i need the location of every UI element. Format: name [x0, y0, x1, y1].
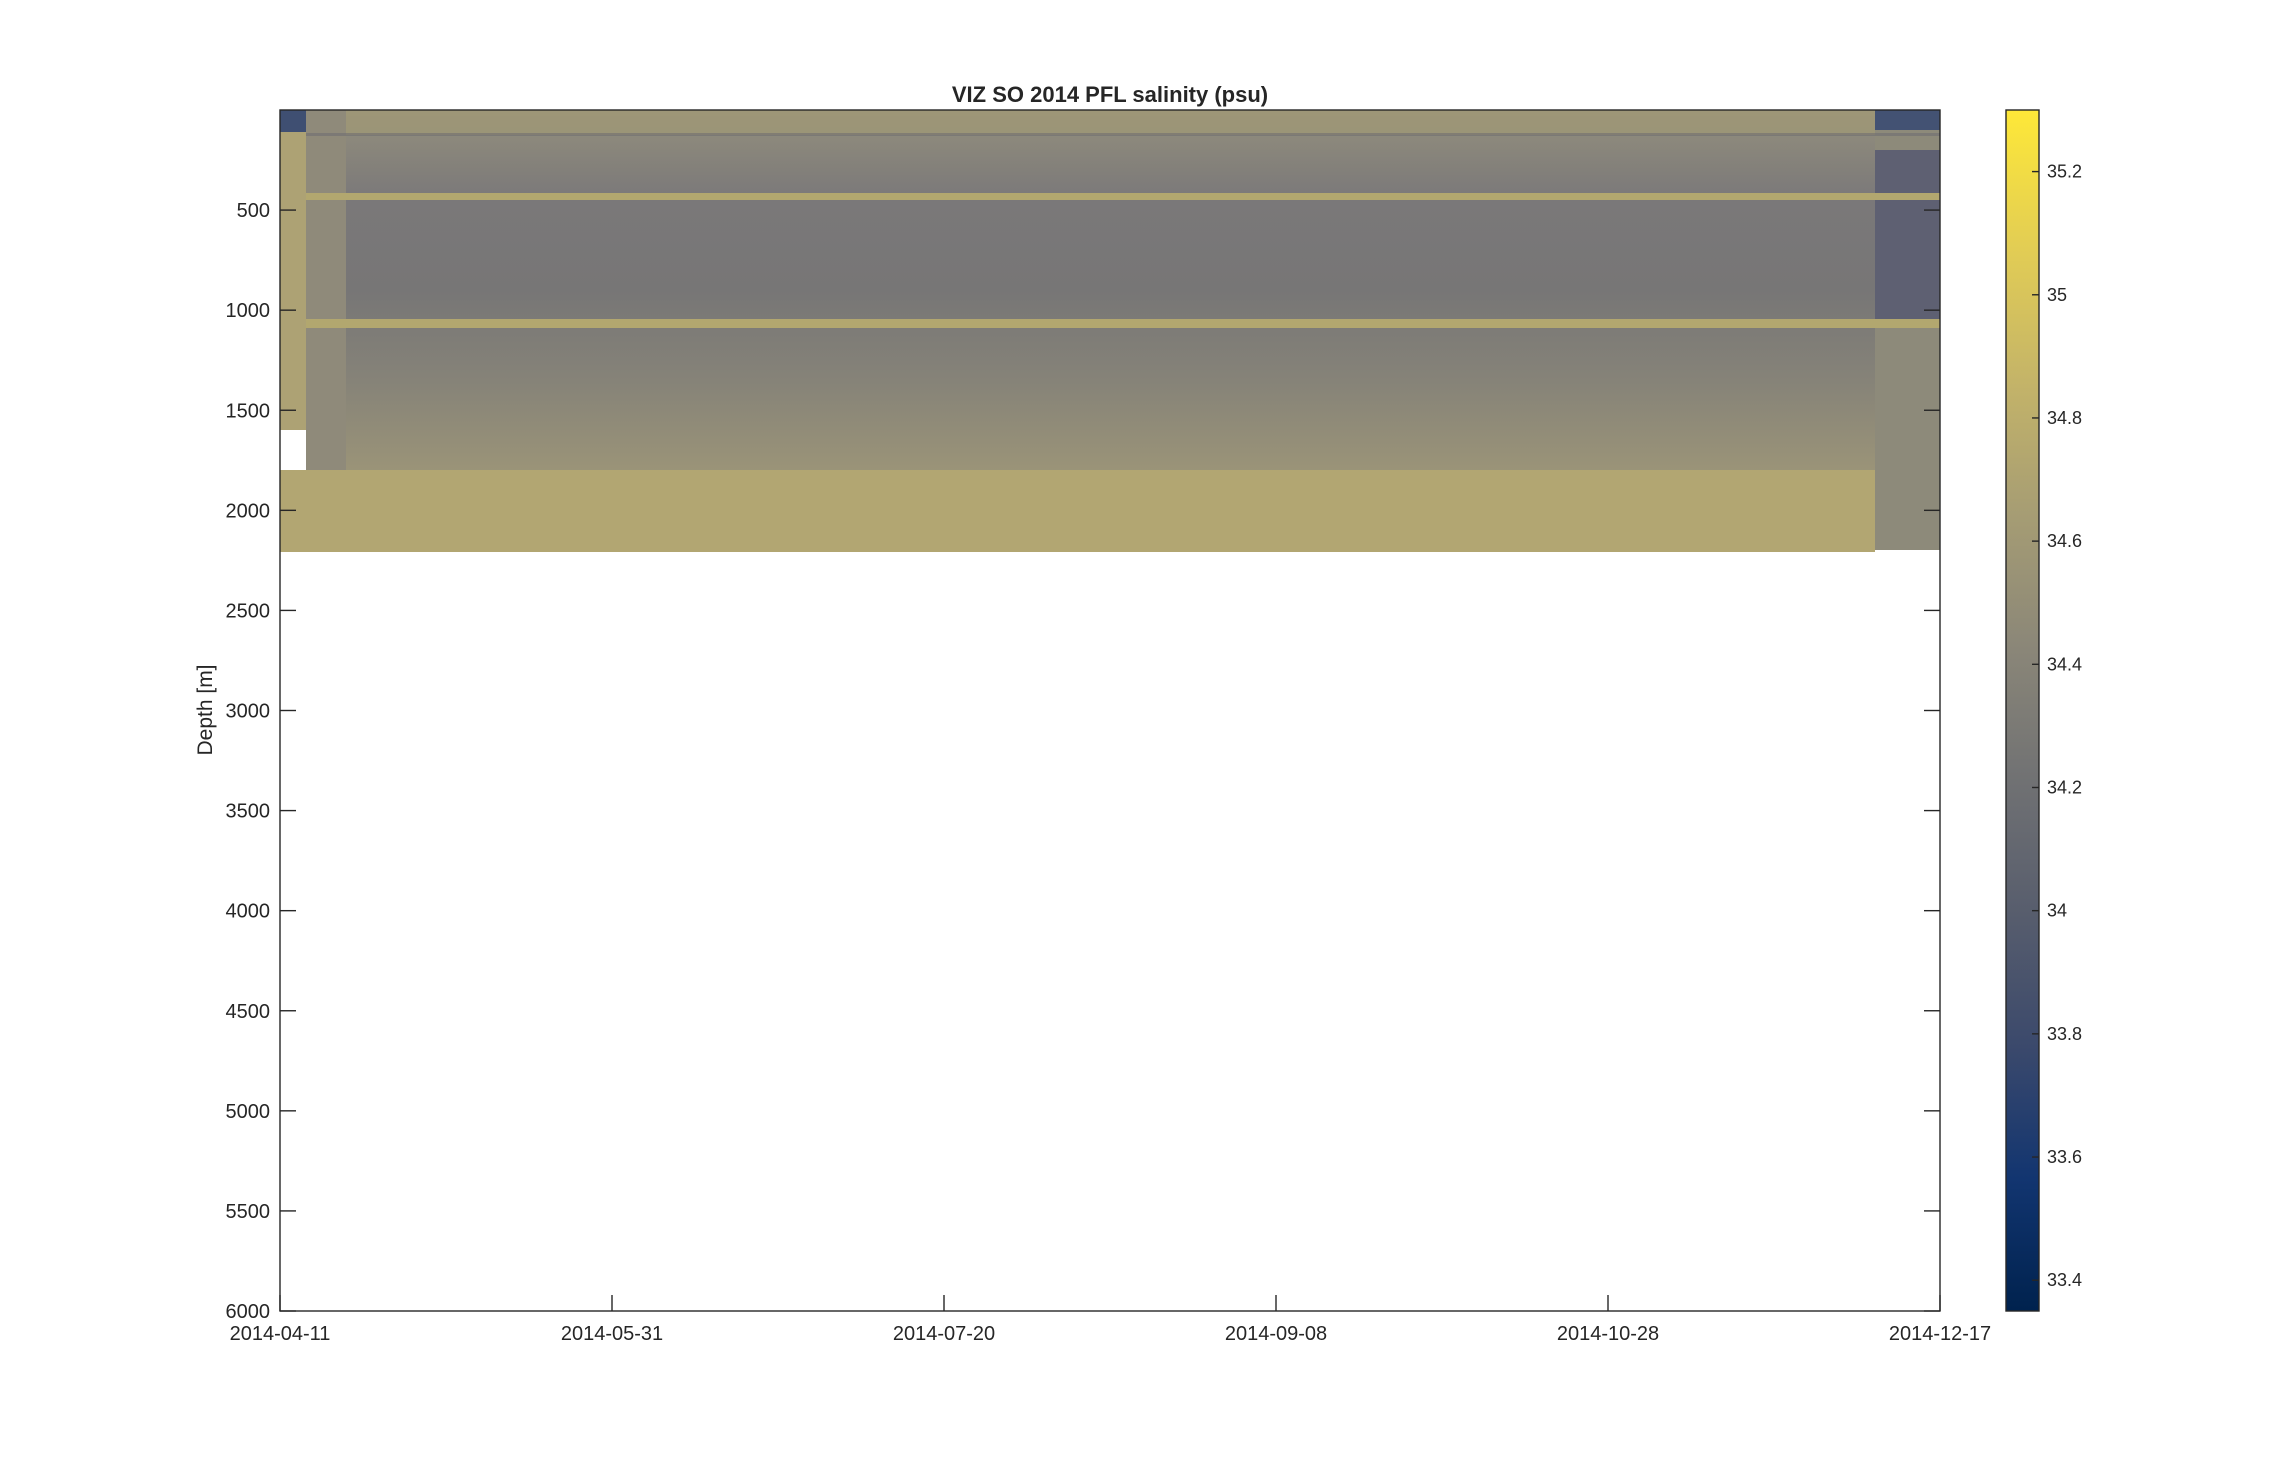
profile-column-last-surface [1875, 110, 1940, 130]
x-tick-label: 2014-04-11 [230, 1323, 331, 1345]
x-tick-label: 2014-12-17 [1889, 1323, 1991, 1345]
salinity-field [280, 110, 1940, 552]
colorbar-tick-label: 33.6 [2047, 1147, 2082, 1167]
y-tick-label: 500 [237, 200, 270, 222]
x-tick-label: 2014-09-08 [1225, 1323, 1327, 1345]
colorbar-tick-label: 35 [2047, 285, 2067, 305]
colorbar-ticks: 33.4 33.6 33.8 34 34.2 34.4 34.6 34.8 35 35.2 [2032, 162, 2082, 1290]
salty-layer-line-1 [306, 193, 1940, 200]
x-axis: 2014-04-11 2014-05-31 2014-07-20 2014-09-08… [230, 1295, 1991, 1345]
section-interior [310, 110, 1875, 472]
chart-title: VIZ SO 2014 PFL salinity (psu) [952, 82, 1268, 107]
y-axis-label: Depth [m] [194, 664, 217, 755]
surface-band [280, 110, 1940, 135]
colorbar-tick-label: 34.2 [2047, 777, 2082, 797]
colorbar-tick-label: 34 [2047, 901, 2067, 921]
colorbar-tick-label: 34.8 [2047, 408, 2082, 428]
colorbar-tick-label: 33.4 [2047, 1270, 2082, 1290]
y-tick-label: 3000 [226, 701, 271, 723]
colorbar-tick-label: 35.2 [2047, 162, 2082, 182]
y-tick-label: 4000 [226, 901, 271, 923]
profile-column-first-surface [280, 110, 306, 132]
colorbar-tick-label: 34.6 [2047, 531, 2082, 551]
colorbar-tick-label: 34.4 [2047, 654, 2082, 674]
profile-column-second [306, 110, 346, 472]
y-tick-label: 5000 [226, 1101, 271, 1123]
profile-column-first [280, 110, 306, 430]
colorbar [2005, 109, 2040, 1312]
x-tick-label: 2014-07-20 [893, 1323, 995, 1345]
y-axis: 500 1000 1500 2000 2500 3000 3500 4000 4500 5000 5… [226, 200, 1940, 1323]
y-tick-label: 6000 [226, 1301, 271, 1323]
x-tick-label: 2014-10-28 [1557, 1323, 1659, 1345]
y-tick-label: 2500 [226, 600, 271, 622]
y-tick-label: 5500 [226, 1201, 271, 1223]
profile-column-last-mid [1875, 150, 1940, 320]
deep-layer [280, 470, 1875, 552]
x-tick-label: 2014-05-31 [561, 1323, 663, 1345]
y-tick-label: 4500 [226, 1001, 271, 1023]
surface-dash-line [306, 133, 1940, 136]
y-tick-label: 1000 [226, 300, 271, 322]
salty-layer-line-2 [306, 319, 1940, 328]
y-tick-label: 3500 [226, 801, 271, 823]
colorbar-tick-label: 33.8 [2047, 1024, 2082, 1044]
y-tick-label: 1500 [226, 400, 271, 422]
y-tick-label: 2000 [226, 500, 271, 522]
